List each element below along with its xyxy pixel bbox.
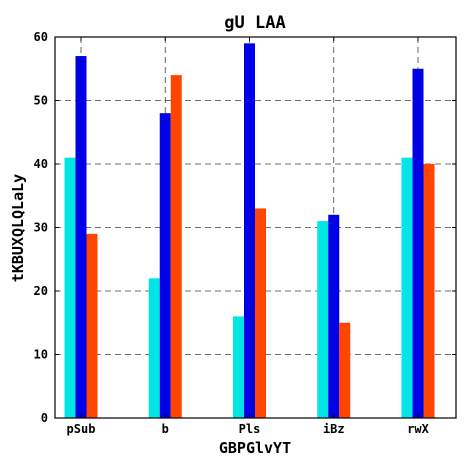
x-tick-labels: pSub b Pls iBz rwX [67,422,430,436]
y-tick-label: 40 [34,157,48,171]
axis-ticks [55,36,456,419]
bar [159,113,171,418]
bar [317,221,329,418]
x-tick-label: pSub [67,422,96,436]
y-tick-label: 50 [34,94,48,108]
bar [244,43,255,418]
bar [339,322,351,418]
bar [86,233,98,418]
bar [148,278,160,418]
bar [170,75,182,418]
chart-title: gU LAA [224,13,285,33]
bar [233,316,244,418]
bar [75,56,87,419]
y-tick-label: 30 [34,221,48,235]
bar [255,208,266,418]
bar [64,157,76,418]
bar [328,214,340,418]
y-tick-label: 20 [34,284,48,298]
y-tick-labels: 0 10 20 30 40 50 60 [34,30,48,425]
y-tick-label: 60 [34,30,48,44]
y-tick-label: 10 [34,348,48,362]
x-tick-label: b [162,422,169,436]
x-tick-label: rwX [407,422,429,436]
x-tick-label: iBz [323,422,345,436]
bar [423,164,435,418]
x-tick-label: Pls [239,422,261,436]
bar [401,157,413,418]
y-axis-label: tKBUXQLQLaLy [9,174,27,282]
bar [412,68,424,418]
y-tick-label: 0 [41,411,48,425]
bars [64,43,435,419]
x-axis-label: GBPGlvYT [219,439,291,457]
